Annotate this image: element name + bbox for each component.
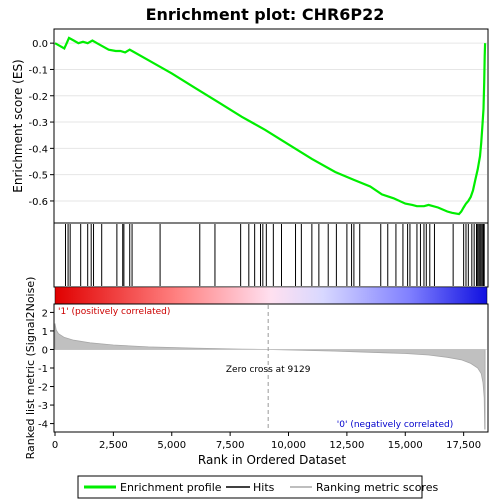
zero-cross-label: Zero cross at 9129 bbox=[226, 365, 311, 375]
metric-x-tick-label: 10,000 bbox=[271, 440, 306, 451]
es-y-tick-label: -0.3 bbox=[28, 118, 48, 129]
metric-y-tick-label: -4 bbox=[38, 420, 48, 431]
metric-panel-frame bbox=[53, 303, 489, 433]
metric-y-tick-label: 0 bbox=[42, 345, 48, 356]
ranked-list-color-bar bbox=[54, 286, 488, 305]
chart-title: Enrichment plot: CHR6P22 bbox=[146, 5, 385, 24]
metric-y-axis: 2 1 0 -1 -2 -3 -4 bbox=[38, 308, 54, 431]
es-panel-frame bbox=[53, 28, 489, 224]
es-y-axis-label: Enrichment score (ES) bbox=[11, 59, 25, 192]
legend-hits-label: Hits bbox=[253, 481, 275, 494]
legend-profile-label: Enrichment profile bbox=[120, 481, 222, 494]
metric-x-tick-label: 5,000 bbox=[157, 440, 186, 451]
enrichment-profile-line bbox=[54, 36, 487, 216]
metric-x-tick-label: 15,000 bbox=[388, 440, 423, 451]
hit-lines bbox=[65, 224, 485, 286]
es-y-tick-label: -0.1 bbox=[28, 65, 48, 76]
hits-panel-frame bbox=[53, 222, 489, 288]
metric-y-tick-label: -1 bbox=[38, 364, 48, 375]
metric-y-tick-label: 2 bbox=[42, 308, 48, 319]
metric-y-tick-label: -2 bbox=[38, 383, 48, 394]
metric-x-tick-label: 2,500 bbox=[99, 440, 128, 451]
metric-y-tick-label: 1 bbox=[42, 327, 48, 338]
es-y-axis: 0.0 -0.1 -0.2 -0.3 -0.4 -0.5 -0.6 bbox=[28, 39, 54, 208]
metric-x-tick-label: 12,500 bbox=[329, 440, 364, 451]
legend-metric-label: Ranking metric scores bbox=[316, 481, 438, 494]
es-y-tick-label: 0.0 bbox=[32, 39, 48, 50]
es-y-tick-label: -0.2 bbox=[28, 92, 48, 103]
metric-x-tick-label: 7,500 bbox=[216, 440, 245, 451]
metric-y-axis-label: Ranked list metric (Signal2Noise) bbox=[24, 277, 37, 460]
metric-x-axis-label: Rank in Ordered Dataset bbox=[198, 453, 346, 467]
es-y-tick-label: -0.5 bbox=[28, 171, 48, 182]
negative-correlation-label: '0' (negatively correlated) bbox=[337, 420, 453, 430]
metric-x-tick-label: 0 bbox=[52, 440, 58, 451]
metric-x-tick-label: 17,500 bbox=[446, 440, 481, 451]
positive-correlation-label: '1' (positively correlated) bbox=[58, 307, 170, 317]
es-y-tick-label: -0.6 bbox=[28, 197, 48, 208]
es-y-tick-label: -0.4 bbox=[28, 144, 48, 155]
ranking-metric-area bbox=[54, 323, 486, 430]
es-gridlines bbox=[55, 42, 487, 202]
metric-y-tick-label: -3 bbox=[38, 401, 48, 412]
metric-x-axis: 0 2,500 5,000 7,500 10,000 12,500 15,000 17,500 bbox=[52, 432, 481, 451]
